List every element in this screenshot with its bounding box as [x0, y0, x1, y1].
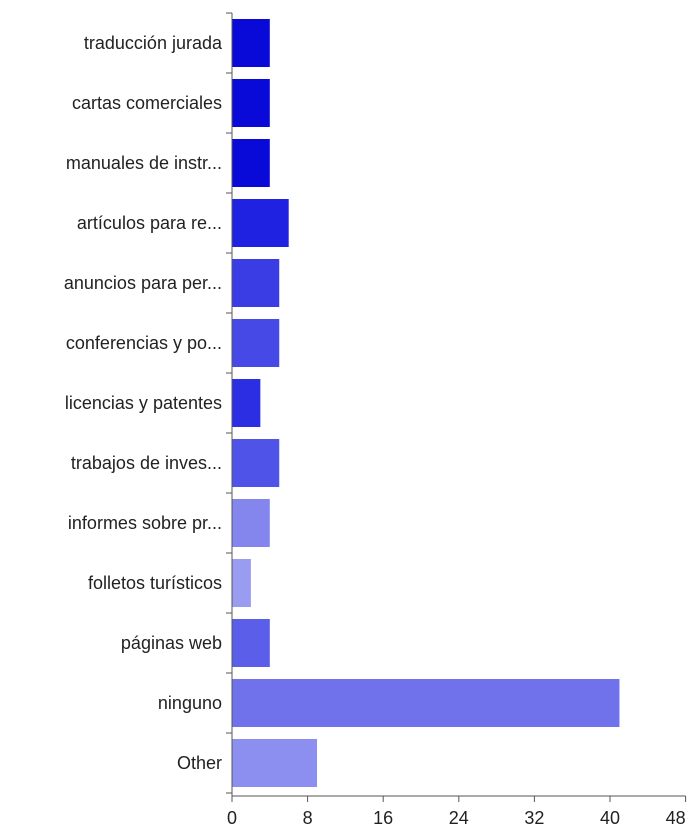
bar-2	[232, 139, 270, 187]
bar-1	[232, 79, 270, 127]
category-label-4: anuncios para per...	[64, 273, 222, 293]
bar-5	[232, 319, 280, 367]
bars-group	[232, 19, 620, 787]
category-label-12: Other	[177, 753, 222, 773]
category-label-1: cartas comerciales	[72, 93, 222, 113]
category-label-6: licencias y patentes	[65, 393, 222, 413]
x-tick-label-3: 24	[449, 808, 469, 828]
x-ticks-group: 0 8 16 24 32 40 48	[227, 796, 687, 828]
category-label-10: páginas web	[121, 633, 222, 653]
category-label-2: manuales de instr...	[66, 153, 222, 173]
x-tick-label-6: 48	[666, 808, 686, 828]
bar-4	[232, 259, 280, 307]
bar-9	[232, 559, 251, 607]
bar-6	[232, 379, 261, 427]
category-label-7: trabajos de inves...	[71, 453, 222, 473]
x-tick-label-5: 40	[600, 808, 620, 828]
y-tick-marks	[226, 12, 232, 794]
bar-3	[232, 199, 289, 247]
x-tick-label-2: 16	[373, 808, 393, 828]
category-label-11: ninguno	[158, 693, 222, 713]
category-label-3: artículos para re...	[77, 213, 222, 233]
bar-7	[232, 439, 280, 487]
category-label-8: informes sobre pr...	[68, 513, 222, 533]
category-label-9: folletos turísticos	[88, 573, 222, 593]
category-labels: traducción jurada cartas comerciales manua…	[64, 33, 223, 773]
x-tick-label-1: 8	[303, 808, 313, 828]
bar-11	[232, 679, 620, 727]
category-label-5: conferencias y po...	[66, 333, 222, 353]
bar-10	[232, 619, 270, 667]
bar-8	[232, 499, 270, 547]
category-label-0: traducción jurada	[84, 33, 223, 53]
x-tick-label-0: 0	[227, 808, 237, 828]
bar-0	[232, 19, 270, 67]
x-tick-label-4: 32	[524, 808, 544, 828]
bar-12	[232, 739, 318, 787]
